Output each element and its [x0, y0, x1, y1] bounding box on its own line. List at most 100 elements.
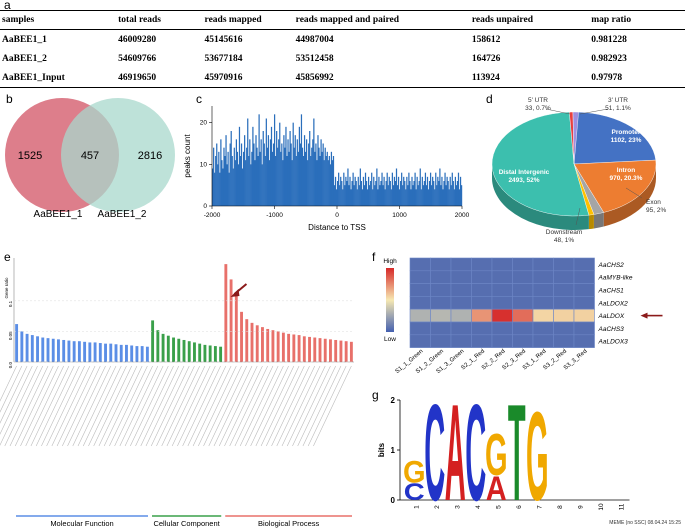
pie-slice-side: [588, 214, 594, 230]
venn-right-circle: [61, 98, 175, 212]
go-bar: [83, 341, 87, 362]
hist-bar: [302, 156, 305, 206]
logo-y-label: bits: [378, 442, 386, 457]
go-bar: [203, 344, 207, 362]
hist-bar: [240, 143, 243, 206]
hist-bar: [363, 185, 366, 206]
go-bar: [72, 341, 76, 362]
hist-bar: [326, 151, 328, 206]
hist-bar: [421, 176, 423, 206]
hist-bar: [419, 168, 421, 206]
hist-bar: [316, 160, 318, 206]
hist-y-label: peaks count: [183, 134, 192, 178]
hist-bar: [441, 176, 443, 206]
pie-label-value: 33, 0.7%: [525, 105, 551, 112]
go-bar: [36, 336, 39, 362]
panel-letter-f: f: [372, 250, 376, 264]
hist-bar: [365, 181, 368, 206]
heatmap-cell: [409, 283, 431, 297]
heatmap-cell: [532, 257, 554, 272]
hist-bar: [376, 168, 378, 206]
hist-bar: [345, 176, 347, 206]
heatmap-cell: [491, 308, 513, 323]
heatmap-cell: [553, 270, 575, 284]
go-term-label-mark: [260, 365, 300, 447]
go-term-label-mark: [4, 365, 44, 447]
go-bar: [177, 338, 181, 362]
go-term-label-mark: [313, 365, 352, 447]
hist-bar: [287, 139, 289, 206]
go-term-label-mark: [130, 365, 169, 447]
hist-bar: [273, 114, 276, 206]
heatmap-cell: [491, 283, 513, 297]
logo-letter: G: [403, 456, 426, 490]
pie-label-sep: ,: [612, 105, 616, 112]
panel-letter-a: a: [4, 0, 11, 12]
hist-bar: [359, 168, 361, 206]
logo-letter: C: [404, 478, 425, 505]
hist-bar: [353, 185, 355, 206]
hist-bar: [450, 185, 452, 206]
hist-bar: [415, 189, 417, 206]
go-term-label-mark: [72, 365, 112, 447]
go-group-label: Cellular Component: [153, 519, 220, 528]
panel-letter-e: e: [4, 250, 11, 264]
hist-bar: [306, 139, 308, 206]
go-term-label-mark: [192, 365, 232, 447]
pie-label-name: Promoter: [612, 129, 641, 136]
hist-bar: [418, 181, 420, 206]
go-bar: [172, 337, 175, 362]
go-term-label-mark: [41, 365, 80, 447]
hist-bar: [429, 172, 432, 206]
go-bar: [292, 334, 296, 362]
go-term-label-mark: [14, 365, 54, 447]
go-term-label-mark: [88, 365, 127, 447]
hist-bar: [393, 176, 396, 206]
logo-position-label: 1: [413, 505, 420, 509]
hist-bar: [221, 160, 223, 206]
hist-bar: [258, 114, 260, 206]
table-header-cell: map ratio: [589, 10, 685, 30]
table-cell: 53677184: [204, 53, 243, 64]
table-cell: 46009280: [118, 34, 157, 45]
hist-bar: [337, 181, 339, 206]
hist-bar: [361, 189, 364, 206]
hist-bar: [422, 185, 424, 206]
go-term-label-mark: [161, 365, 200, 447]
hist-bar: [235, 139, 237, 206]
pie-slice-side: [603, 164, 656, 227]
go-term-label-mark: [119, 365, 159, 447]
go-term-label-mark: [0, 365, 33, 435]
pie-label-pct: 2%: [657, 207, 667, 214]
pie-label-name: Downstream: [546, 229, 582, 236]
hist-bar: [286, 156, 288, 206]
hist-bar: [385, 181, 387, 206]
go-term-label-mark: [203, 365, 242, 447]
hist-bar: [435, 172, 437, 206]
pie-label-value: 970, 20.3%: [610, 175, 643, 182]
go-term-label-mark: [250, 365, 289, 447]
hist-bar: [266, 147, 268, 206]
hist-bar: [222, 168, 224, 206]
heatmap-cell: [573, 334, 595, 348]
hist-bar: [391, 172, 393, 206]
hist-bar: [245, 160, 247, 206]
hist-bar: [327, 160, 329, 206]
hist-bar: [247, 118, 249, 206]
hist-bar: [248, 156, 250, 206]
heatmap-cell: [471, 257, 493, 272]
go-term-label-mark: [135, 365, 174, 447]
hist-bar: [442, 189, 444, 206]
pie-label-name: Exon: [646, 199, 661, 206]
hist-bar: [232, 168, 234, 206]
heatmap-cell: [573, 270, 595, 284]
hist-bar: [444, 172, 446, 206]
heatmap-cell: [409, 257, 431, 272]
go-bar: [261, 327, 264, 362]
hist-bar: [285, 126, 287, 206]
hist-bar: [269, 139, 272, 206]
hist-x-tick-label: -1000: [266, 212, 283, 219]
hist-bar: [346, 181, 348, 206]
pie-slice-side: [593, 212, 604, 229]
hist-bar: [397, 176, 400, 206]
